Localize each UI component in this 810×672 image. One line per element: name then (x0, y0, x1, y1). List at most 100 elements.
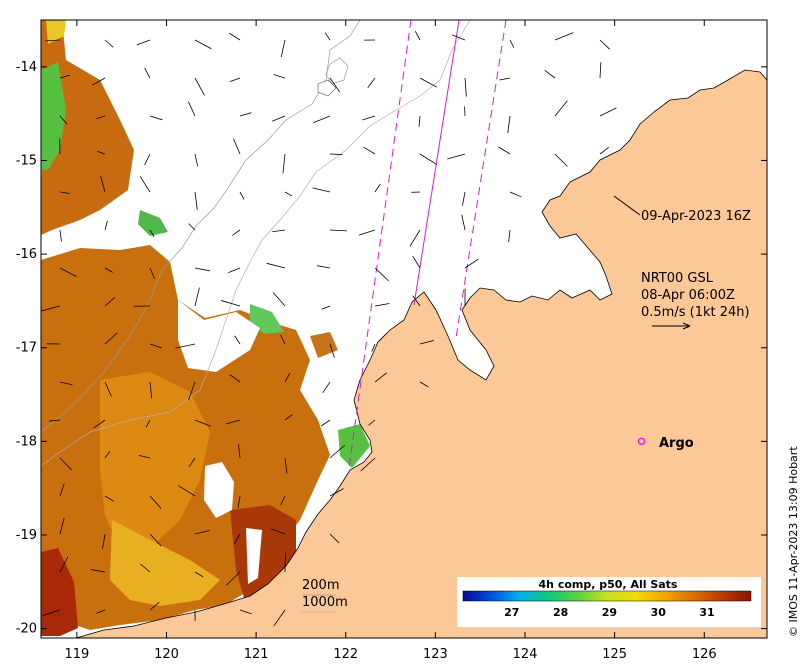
sst-patch-mid-green (250, 304, 284, 334)
current-vector (59, 115, 68, 125)
current-vector (554, 100, 568, 117)
current-vector (419, 77, 437, 88)
current-vector (104, 297, 116, 307)
x-tick-label: 123 (423, 647, 448, 662)
current-vector (374, 372, 387, 383)
y-tick-label: -17 (16, 341, 37, 356)
current-vector (599, 39, 610, 50)
x-axis-ticks: 119 120 121 122 123 124 125 126 (64, 20, 717, 662)
current-vector (145, 419, 151, 428)
current-vector (329, 488, 344, 497)
current-vector (92, 77, 106, 86)
current-vector (374, 183, 381, 193)
argo-float-marker[interactable] (637, 437, 646, 446)
current-vector (96, 609, 106, 614)
current-vector (226, 571, 241, 586)
colorbar-ticks: 27 28 29 30 31 (504, 606, 715, 619)
current-vector (507, 115, 511, 134)
colorbar-tick-label: 30 (651, 606, 667, 619)
current-vector (139, 176, 151, 193)
satellite-track-east (455, 20, 507, 339)
sst-data-layer (41, 20, 370, 636)
current-vector (194, 153, 199, 167)
current-vector (149, 601, 160, 611)
sst-patch-yellow-north (46, 20, 66, 44)
current-vector (329, 229, 348, 232)
sst-patch-north-green (138, 210, 168, 236)
current-vector (59, 457, 72, 471)
credit-label: © IMOS 11-Apr-2023 13:09 Hobart (787, 446, 800, 637)
current-vector (329, 153, 343, 155)
sst-patch-yellow-core (110, 520, 220, 606)
current-vector (418, 115, 421, 127)
current-vector (271, 115, 286, 122)
current-time-label: 08-Apr 06:00Z (641, 288, 735, 303)
plot-content (41, 20, 767, 638)
current-vector (509, 191, 522, 198)
current-vector (194, 287, 200, 307)
current-vector (368, 419, 376, 426)
current-vector (41, 305, 61, 312)
argo-label: Argo (659, 436, 694, 451)
current-vector (136, 39, 151, 46)
y-tick-label: -15 (16, 153, 37, 168)
current-vector (149, 229, 155, 238)
current-vector (374, 303, 390, 307)
current-vector (371, 343, 376, 352)
current-vector (138, 455, 151, 459)
current-vector (59, 483, 65, 497)
current-vector (360, 457, 376, 472)
current-vector (229, 77, 241, 82)
current-vector (447, 153, 466, 160)
current-vector (599, 62, 602, 79)
current-vector (96, 115, 106, 120)
current-vector (59, 74, 70, 79)
colorbar-tick-label: 28 (553, 606, 568, 619)
current-vector (102, 533, 106, 549)
current-vector (554, 32, 574, 41)
current-vector (272, 229, 286, 233)
x-tick-label: 122 (333, 647, 358, 662)
y-tick-label: -20 (16, 622, 37, 637)
current-vector (329, 533, 340, 544)
current-model-label: NRT00 GSL (641, 271, 714, 286)
current-vector (367, 77, 376, 89)
current-vector (59, 381, 73, 386)
current-vector (104, 451, 111, 459)
satellite-track-west (348, 20, 412, 469)
current-vector (144, 67, 151, 79)
current-vector (280, 495, 286, 506)
current-vector (188, 381, 196, 400)
current-vector (322, 381, 331, 394)
current-vector (324, 32, 331, 41)
current-vector (104, 267, 113, 273)
current-vector (409, 229, 421, 247)
sst-patch-gap-white-2 (246, 528, 262, 584)
current-vector (59, 517, 65, 535)
current-vector (363, 146, 376, 155)
current-vector (266, 262, 286, 269)
satellite-pass-label: 09-Apr-2023 16Z (641, 209, 751, 224)
y-tick-label: -19 (16, 528, 37, 543)
current-vector (93, 419, 106, 429)
current-vector (188, 101, 196, 117)
current-vector (97, 150, 106, 155)
current-vector (280, 39, 286, 58)
sst-patch-west-coast (41, 20, 134, 235)
satellite-track-center (413, 20, 460, 306)
plot-frame (40, 19, 768, 639)
current-vector (554, 153, 568, 167)
current-vector (175, 343, 196, 349)
current-vector (238, 444, 241, 459)
reef-outline (325, 57, 349, 85)
current-vector (194, 419, 211, 427)
current-vector (188, 457, 196, 468)
current-vector (239, 112, 252, 117)
sst-patch-hot-west (41, 548, 78, 636)
current-vector (194, 571, 204, 578)
current-vector (273, 74, 286, 79)
y-tick-label: -14 (16, 60, 37, 75)
current-vector (544, 69, 556, 79)
colorbar-panel (457, 577, 761, 627)
current-vector (362, 115, 376, 121)
